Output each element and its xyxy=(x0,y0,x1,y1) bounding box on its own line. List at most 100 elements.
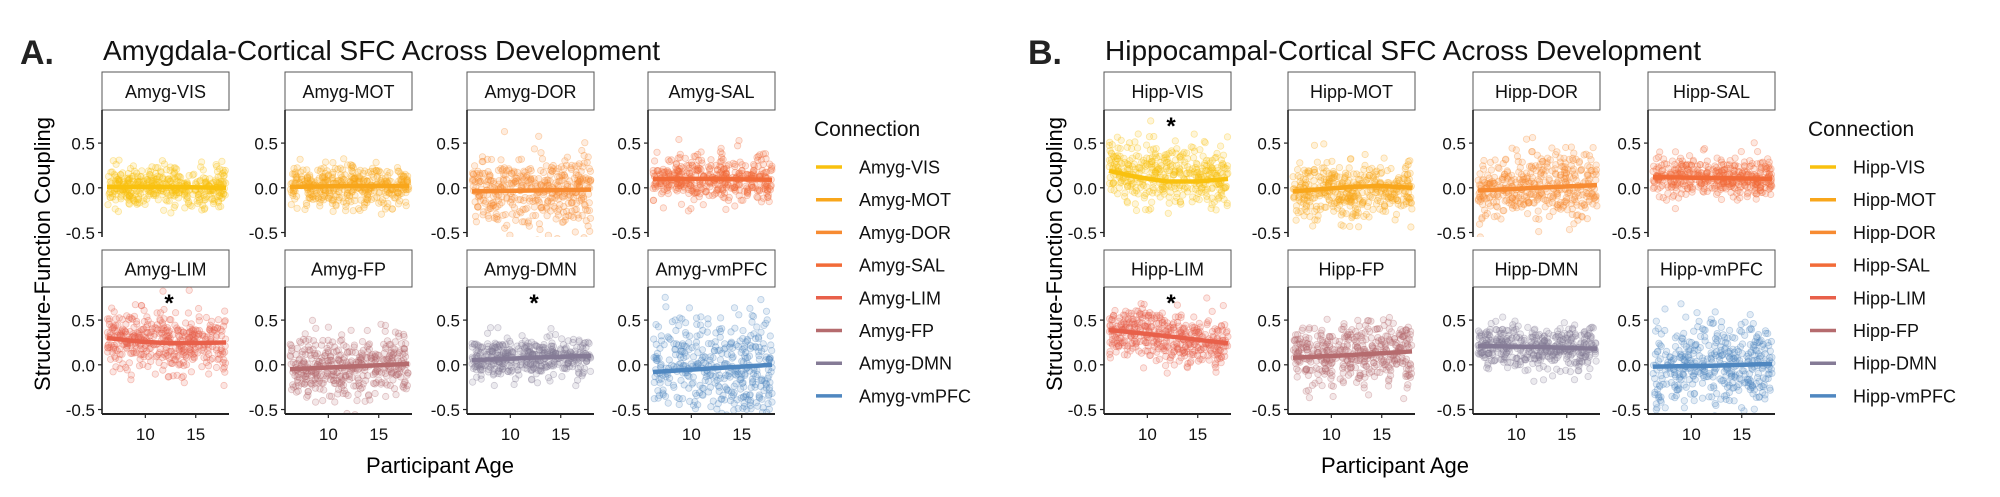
facet-strip-label: Amyg-vmPFC xyxy=(656,260,768,280)
data-point xyxy=(651,184,660,192)
data-point xyxy=(510,167,518,175)
data-point xyxy=(1148,198,1156,206)
data-point xyxy=(143,313,151,321)
facet-hipp-mot: Hipp-MOT-0.50.00.5 xyxy=(1252,71,1416,243)
data-point xyxy=(151,370,159,378)
data-point xyxy=(117,170,125,179)
data-point xyxy=(1134,144,1142,152)
data-point xyxy=(548,167,556,175)
data-point xyxy=(684,207,693,215)
data-point xyxy=(140,353,148,361)
data-point xyxy=(678,347,687,356)
data-point xyxy=(141,200,149,208)
data-point xyxy=(333,190,341,199)
data-point xyxy=(494,196,503,204)
data-point xyxy=(468,175,477,183)
data-point xyxy=(146,189,155,197)
data-point xyxy=(144,177,152,185)
data-point xyxy=(730,304,739,312)
data-point xyxy=(298,175,306,183)
data-point xyxy=(574,171,583,180)
data-point xyxy=(551,204,559,212)
data-point xyxy=(125,196,133,204)
data-point xyxy=(356,175,365,183)
data-point xyxy=(567,198,576,207)
data-point xyxy=(696,190,704,198)
data-point xyxy=(381,321,390,329)
data-point xyxy=(696,381,704,389)
data-point xyxy=(1145,206,1153,214)
data-point xyxy=(578,146,586,155)
data-point xyxy=(220,178,228,186)
data-point xyxy=(388,191,396,199)
legend-label: Amyg-SAL xyxy=(859,256,945,276)
data-point xyxy=(217,190,225,198)
data-point xyxy=(573,180,582,188)
data-point xyxy=(127,192,135,200)
data-point xyxy=(719,166,728,174)
data-point xyxy=(583,207,591,215)
panel-letter: B. xyxy=(1028,34,1062,72)
data-point xyxy=(184,309,192,317)
data-point xyxy=(324,323,332,331)
data-point xyxy=(160,206,168,214)
data-point xyxy=(299,166,307,174)
data-point xyxy=(1164,209,1172,217)
data-point xyxy=(687,450,693,456)
data-point xyxy=(382,192,390,200)
y-tick-label: 0.5 xyxy=(1442,135,1466,154)
legend-item: Amyg-vmPFC xyxy=(816,386,971,406)
y-tick-label: 0.0 xyxy=(71,356,95,375)
data-point xyxy=(402,202,410,210)
data-point xyxy=(127,189,135,197)
legend: ConnectionAmyg-VISAmyg-MOTAmyg-DORAmyg-S… xyxy=(814,118,971,406)
data-point xyxy=(539,206,547,214)
data-point xyxy=(185,172,193,180)
data-point xyxy=(1365,213,1373,221)
data-point xyxy=(391,194,399,202)
data-point xyxy=(173,173,181,181)
data-point xyxy=(674,154,682,162)
data-point xyxy=(758,376,766,384)
data-point xyxy=(708,436,714,442)
data-point xyxy=(304,174,312,182)
data-point xyxy=(528,375,536,383)
data-point xyxy=(331,398,339,406)
data-point xyxy=(510,204,519,212)
data-point xyxy=(694,166,702,174)
data-point xyxy=(337,171,345,179)
data-point xyxy=(674,167,683,175)
data-point xyxy=(740,393,748,401)
data-point xyxy=(167,209,175,217)
data-point xyxy=(369,173,378,181)
data-point xyxy=(386,169,394,177)
data-point xyxy=(1364,174,1372,182)
data-point xyxy=(325,194,333,202)
data-point xyxy=(364,193,372,201)
data-point xyxy=(169,191,177,199)
data-point xyxy=(307,194,315,203)
data-point xyxy=(508,210,516,218)
data-point xyxy=(361,188,369,196)
data-point xyxy=(479,211,487,219)
data-point xyxy=(575,177,583,186)
facet-amyg-dmn: Amyg-DMN*-0.50.00.510 15 xyxy=(431,249,595,444)
data-point xyxy=(485,173,493,181)
data-point xyxy=(554,195,562,203)
data-point xyxy=(1588,190,1596,198)
data-point xyxy=(688,168,696,176)
data-point xyxy=(1568,205,1576,213)
facet-strip-label: Amyg-SAL xyxy=(668,82,754,102)
x-axis-label: Participant Age xyxy=(366,453,514,478)
data-point xyxy=(704,320,712,328)
data-point xyxy=(474,177,482,185)
data-point xyxy=(533,196,541,204)
data-point xyxy=(107,177,115,185)
data-point xyxy=(543,205,551,213)
data-point xyxy=(576,174,585,182)
data-point xyxy=(111,352,119,360)
data-point xyxy=(677,163,685,171)
data-point xyxy=(137,190,145,198)
data-point xyxy=(763,186,772,194)
data-point xyxy=(403,381,411,390)
